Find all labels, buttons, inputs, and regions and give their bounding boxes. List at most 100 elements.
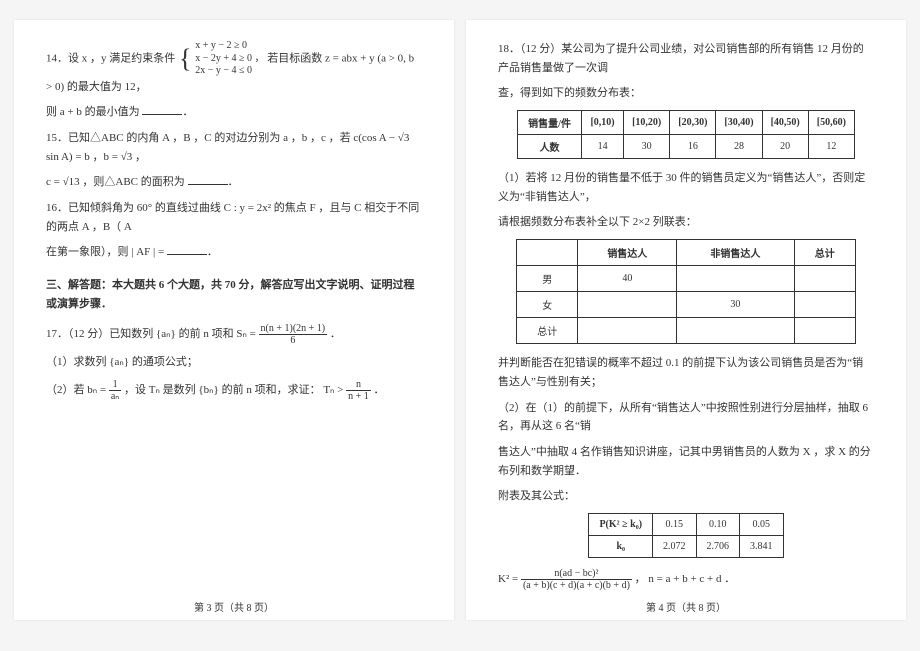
cell: P(K² ≥ k₀) [589, 513, 653, 535]
cell: 非销售达人 [677, 240, 794, 266]
q17-head: 17．（12 分）已知数列 {aₙ} 的前 n 项和 Sₙ = n(n + 1)… [46, 323, 422, 346]
frac-den: n + 1 [346, 391, 371, 402]
brace-icon: { [179, 47, 191, 70]
answer-blank [142, 104, 182, 115]
q18-b: 查，得到如下的频数分布表： [498, 84, 874, 103]
q15-a: 15．已知△ABC 的内角 A ，B ，C 的对边分别为 a ，b ，c ，若 … [46, 129, 422, 166]
cell [578, 292, 677, 318]
cell: 男 [517, 266, 578, 292]
q16-text: 在第一象限），则 | AF | = [46, 246, 164, 258]
cell [794, 266, 855, 292]
cell: 40 [578, 266, 677, 292]
answer-blank [167, 244, 207, 255]
cell: 0.05 [740, 513, 784, 535]
q17-sub1: （1）求数列 {aₙ} 的通项公式； [46, 353, 422, 372]
cell: 0.15 [653, 513, 697, 535]
q17-sub2a: （2）若 bₙ = [46, 384, 106, 396]
q14-line2: 则 a + b 的最小值为 ． [46, 103, 422, 122]
q15-text: c = √13 ，则△ABC 的面积为 [46, 176, 185, 188]
cell: 总计 [794, 240, 855, 266]
q15-b: c = √13 ，则△ABC 的面积为 ． [46, 173, 422, 192]
cell: 2.072 [653, 535, 697, 557]
k2-table: P(K² ≥ k₀) 0.15 0.10 0.05 k₀ 2.072 2.706… [588, 513, 783, 558]
section-3-title: 三、解答题：本大题共 6 个大题，共 70 分，解答应写出文字说明、证明过程或演… [46, 276, 422, 313]
cell [794, 292, 855, 318]
answer-blank [188, 174, 228, 185]
frac-num: n [346, 379, 371, 391]
fraction: 1 aₙ [109, 379, 121, 402]
cell: [40,50) [762, 111, 808, 135]
page-3: 14．设 x ，y 满足约束条件 { x + y − 2 ≥ 0 x − 2y … [14, 20, 454, 620]
cell: 12 [808, 135, 854, 159]
page-4: 18．（12 分）某公司为了提升公司业绩，对公司销售部的所有销售 12 月份的产… [466, 20, 906, 620]
row-label: 销售量/件 [518, 111, 582, 135]
cell [677, 318, 794, 344]
cell: [30,40) [716, 111, 762, 135]
q18-p1b: 请根据频数分布表补全以下 2×2 列联表： [498, 213, 874, 232]
table-row: 总计 [517, 318, 856, 344]
q18-p1a: （1）若将 12 月份的销售量不低于 30 件的销售员定义为“销售达人”，否则定… [498, 169, 874, 206]
case-line: 2x − y − 4 ≤ 0 [195, 65, 264, 78]
table-row: P(K² ≥ k₀) 0.15 0.10 0.05 [589, 513, 783, 535]
fraction: n n + 1 [346, 379, 371, 402]
fraction: n(n + 1)(2n + 1) 6 [259, 323, 328, 346]
page-footer: 第 3 页（共 8 页） [14, 599, 454, 614]
cell [517, 240, 578, 266]
q16-b: 在第一象限），则 | AF | = ． [46, 243, 422, 262]
frac-num: n(n + 1)(2n + 1) [259, 323, 328, 335]
cell: k₀ [589, 535, 653, 557]
q17-text: 17．（12 分）已知数列 {aₙ} 的前 n 项和 Sₙ = [46, 328, 256, 340]
q18-a: 18．（12 分）某公司为了提升公司业绩，对公司销售部的所有销售 12 月份的产… [498, 40, 874, 77]
cell: 女 [517, 292, 578, 318]
q17-sub2: （2）若 bₙ = 1 aₙ ，设 Tₙ 是数列 {bₙ} 的前 n 项和，求证… [46, 379, 422, 402]
cell: 20 [762, 135, 808, 159]
q14-cases: x + y − 2 ≥ 0 x − 2y + 4 ≥ 0 ， 2x − y − … [195, 40, 264, 78]
q14-prefix: 14．设 x ，y 满足约束条件 [46, 52, 175, 64]
k2-tail: ， n = a + b + c + d ． [635, 573, 736, 585]
q17-sub2b: ，设 Tₙ 是数列 {bₙ} 的前 n 项和，求证： Tₙ > [124, 384, 343, 396]
freq-table: 销售量/件 [0,10) [10,20) [20,30) [30,40) [40… [517, 110, 855, 159]
page-spread: 14．设 x ，y 满足约束条件 { x + y − 2 ≥ 0 x − 2y … [14, 20, 906, 620]
row-label: 人数 [518, 135, 582, 159]
q14: 14．设 x ，y 满足约束条件 { x + y − 2 ≥ 0 x − 2y … [46, 40, 422, 96]
cell: 3.841 [740, 535, 784, 557]
cell: 销售达人 [578, 240, 677, 266]
frac-den: (a + b)(c + d)(a + c)(b + d) [521, 580, 632, 591]
cell: [0,10) [582, 111, 624, 135]
frac-num: 1 [109, 379, 121, 391]
table-row: k₀ 2.072 2.706 3.841 [589, 535, 783, 557]
case-line: x − 2y + 4 ≥ 0 ， [195, 53, 264, 66]
cell [677, 266, 794, 292]
table-row: 销售量/件 [0,10) [10,20) [20,30) [30,40) [40… [518, 111, 855, 135]
q14-text2: 则 a + b 的最小值为 [46, 106, 140, 118]
cell: 14 [582, 135, 624, 159]
cell: 0.10 [696, 513, 740, 535]
cell: 30 [624, 135, 670, 159]
q18-p2a: （2）在（1）的前提下，从所有“销售达人”中按照性别进行分层抽样，抽取 6 名，… [498, 399, 874, 436]
q16-a: 16．已知倾斜角为 60° 的直线过曲线 C : y = 2x² 的焦点 F ，… [46, 199, 422, 236]
table-row: 女 30 [517, 292, 856, 318]
frac-num: n(ad − bc)² [521, 568, 632, 580]
table-row: 销售达人 非销售达人 总计 [517, 240, 856, 266]
cell: [10,20) [624, 111, 670, 135]
cell: 2.706 [696, 535, 740, 557]
q18-p2b: 售达人”中抽取 4 名作销售知识讲座，记其中男销售员的人数为 X ，求 X 的分… [498, 443, 874, 480]
cell: 16 [670, 135, 716, 159]
cell [794, 318, 855, 344]
k2-formula: K² = n(ad − bc)² (a + b)(c + d)(a + c)(b… [498, 568, 874, 591]
cell: 30 [677, 292, 794, 318]
cell: 28 [716, 135, 762, 159]
frac-den: aₙ [109, 391, 121, 402]
page-footer: 第 4 页（共 8 页） [466, 599, 906, 614]
table-row: 人数 14 30 16 28 20 12 [518, 135, 855, 159]
cell: [50,60) [808, 111, 854, 135]
q18-p1c: 并判断能否在犯错误的概率不超过 0.1 的前提下认为该公司销售员是否为“销售达人… [498, 354, 874, 391]
k2-lhs: K² = [498, 573, 518, 585]
case-line: x + y − 2 ≥ 0 [195, 40, 264, 53]
fraction: n(ad − bc)² (a + b)(c + d)(a + c)(b + d) [521, 568, 632, 591]
contingency-table: 销售达人 非销售达人 总计 男 40 女 30 总计 [516, 239, 856, 344]
cell: 总计 [517, 318, 578, 344]
cell [578, 318, 677, 344]
cell: [20,30) [670, 111, 716, 135]
table-row: 男 40 [517, 266, 856, 292]
